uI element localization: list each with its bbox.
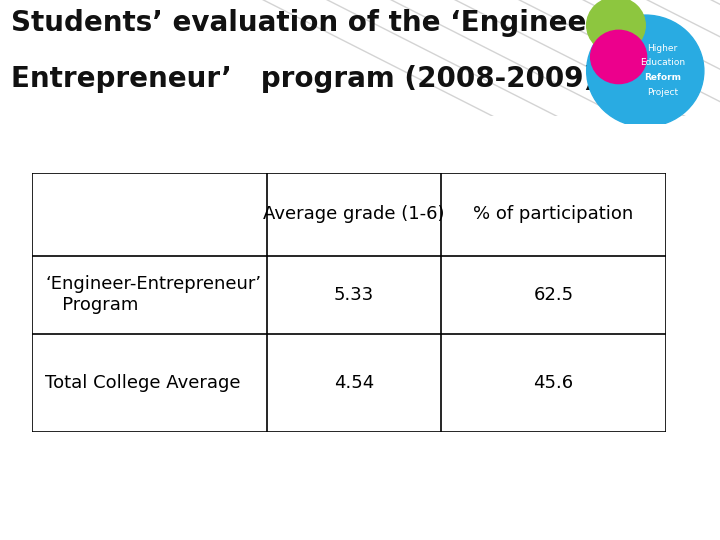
Text: Higher: Higher	[647, 44, 678, 52]
Circle shape	[587, 0, 645, 53]
Text: % of participation: % of participation	[474, 205, 634, 223]
Text: Entrepreneur’   program (2008-2009).: Entrepreneur’ program (2008-2009).	[11, 65, 607, 93]
Text: 5.33: 5.33	[334, 286, 374, 303]
Circle shape	[587, 15, 704, 127]
Text: 45.6: 45.6	[534, 374, 574, 391]
Text: Total College Average: Total College Average	[45, 374, 240, 391]
Text: ‘Engineer-Entrepreneur’
   Program: ‘Engineer-Entrepreneur’ Program	[45, 275, 261, 314]
Text: 62.5: 62.5	[534, 286, 574, 303]
Text: Project: Project	[647, 88, 678, 97]
Text: Students’ evaluation of the ‘Engineer-: Students’ evaluation of the ‘Engineer-	[11, 9, 611, 37]
Circle shape	[590, 30, 647, 84]
Text: Average grade (1-6): Average grade (1-6)	[264, 205, 445, 223]
Text: 4.54: 4.54	[334, 374, 374, 391]
Text: Education: Education	[640, 58, 685, 66]
Text: Reform: Reform	[644, 73, 681, 82]
